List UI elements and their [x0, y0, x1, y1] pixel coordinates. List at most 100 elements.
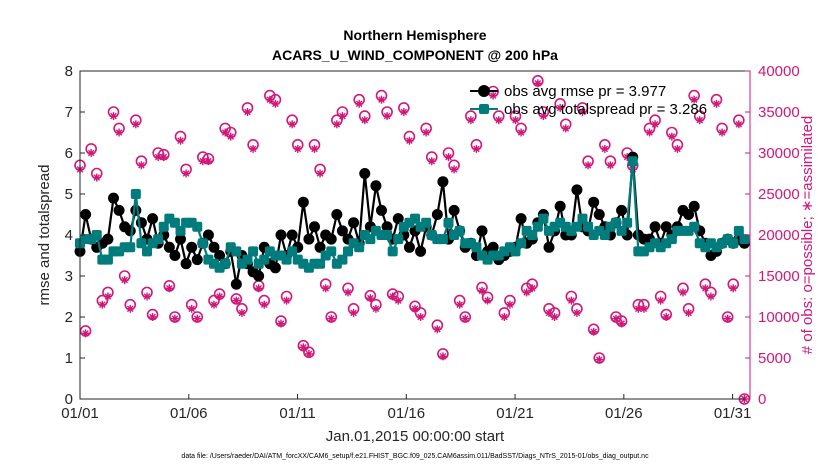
rmse-point: [415, 245, 427, 257]
obs-assimilated-point: [489, 91, 498, 100]
spread-point: [281, 254, 292, 265]
y-left-tick-label-3: 3: [65, 268, 73, 285]
spread-point: [583, 221, 594, 232]
rmse-point: [370, 180, 382, 192]
spread-point: [538, 213, 549, 224]
legend-rmse-label: obs avg rmse pr = 3.977: [504, 83, 666, 100]
obs-assimilated-point: [210, 300, 218, 309]
obs-assimilated-point: [617, 319, 626, 328]
obs-assimilated-point: [511, 116, 520, 125]
rmse-point: [348, 217, 360, 229]
spread-point: [527, 230, 538, 240]
obs-assimilated-point: [729, 284, 738, 293]
obs-assimilated-point: [494, 116, 503, 125]
obs-assimilated-point: [651, 120, 660, 129]
obs-assimilated-point: [444, 153, 453, 162]
obs-assimilated-point: [595, 355, 604, 364]
rmse-point: [543, 241, 555, 253]
obs-assimilated-point: [405, 136, 414, 145]
obs-assimilated-point: [137, 161, 146, 170]
legend-spread-marker: [479, 104, 489, 114]
obs-assimilated-point: [734, 120, 743, 129]
rmse-point: [191, 254, 203, 266]
obs-assimilated-point: [539, 112, 548, 121]
obs-assimilated-point: [438, 352, 447, 361]
obs-assimilated-point: [277, 319, 285, 328]
spread-point: [248, 246, 259, 257]
rmse-point: [314, 241, 326, 253]
x-tick-label-2: 01/11: [279, 405, 315, 422]
obs-assimilated-point: [684, 308, 693, 317]
spread-point: [516, 238, 527, 249]
plot-series: [74, 75, 751, 405]
y-axis-right-label: # of obs: o=possible; ∗=assimilated: [799, 116, 816, 355]
obs-assimilated-point: [645, 128, 654, 137]
spread-point: [611, 217, 621, 228]
y-left-tick-label-0: 0: [65, 391, 73, 408]
spread-point: [689, 221, 700, 232]
spread-point: [387, 246, 398, 257]
y-right-tick-label-8: 40000: [758, 63, 800, 80]
y-right-tick-label-0: 0: [758, 391, 766, 408]
spread-point: [153, 234, 164, 245]
obs-assimilated-point: [572, 308, 581, 317]
spread-point: [622, 217, 633, 228]
y-left-tick-label-7: 7: [65, 104, 73, 121]
obs-assimilated-point: [310, 144, 319, 153]
spread-point: [220, 258, 231, 269]
spread-point: [354, 242, 365, 253]
spread-point: [231, 246, 242, 257]
obs-assimilated-point: [366, 294, 375, 303]
obs-assimilated-point: [131, 120, 140, 129]
obs-assimilated-point: [478, 286, 486, 295]
spread-point: [91, 230, 102, 240]
spread-point: [259, 254, 270, 265]
x-tick-label-5: 01/26: [605, 405, 643, 422]
obs-assimilated-point: [578, 108, 587, 116]
spread-point: [142, 246, 152, 257]
rmse-point: [130, 204, 142, 216]
obs-assimilated-point: [254, 284, 263, 293]
obs-assimilated-point: [461, 314, 470, 323]
spread-point: [577, 213, 588, 224]
obs-assimilated-point: [528, 284, 537, 293]
rmse-point: [487, 241, 499, 253]
obs-assimilated-point: [344, 288, 352, 297]
spread-point: [571, 221, 582, 232]
obs-assimilated-point: [221, 128, 230, 137]
obs-assimilated-point: [81, 329, 90, 338]
rmse-point: [331, 209, 343, 220]
rmse-point: [102, 233, 114, 245]
obs-assimilated-point: [299, 343, 308, 352]
obs-assimilated-point: [232, 296, 241, 305]
obs-assimilated-point: [695, 116, 704, 125]
obs-assimilated-point: [639, 304, 648, 313]
obs-assimilated-point: [332, 120, 341, 129]
obs-assimilated-point: [718, 128, 727, 137]
obs-assimilated-point: [505, 300, 514, 309]
spread-point: [666, 234, 677, 245]
obs-assimilated-point: [148, 313, 157, 321]
obs-assimilated-point: [288, 120, 297, 129]
rmse-point: [554, 200, 566, 212]
rmse-point: [163, 241, 175, 253]
obs-assimilated-point: [472, 144, 481, 153]
rmse-point: [392, 213, 404, 225]
obs-assimilated-point: [355, 99, 364, 108]
obs-assimilated-point: [673, 144, 682, 153]
y-right-tick-label-3: 15000: [758, 268, 800, 285]
obs-assimilated-point: [159, 153, 168, 162]
rmse-point: [253, 270, 265, 282]
rmse-point: [336, 225, 348, 237]
spread-point: [532, 221, 543, 232]
spread-point: [471, 242, 482, 253]
obs-assimilated-point: [394, 296, 403, 305]
rmse-point: [147, 213, 159, 225]
obs-assimilated-point: [466, 116, 475, 125]
spread-point: [393, 234, 404, 245]
rmse-point: [113, 204, 125, 216]
x-tick-label-3: 01/16: [388, 405, 426, 422]
spread-point: [443, 217, 454, 228]
spread-point: [125, 242, 136, 253]
spread-point: [421, 217, 432, 228]
